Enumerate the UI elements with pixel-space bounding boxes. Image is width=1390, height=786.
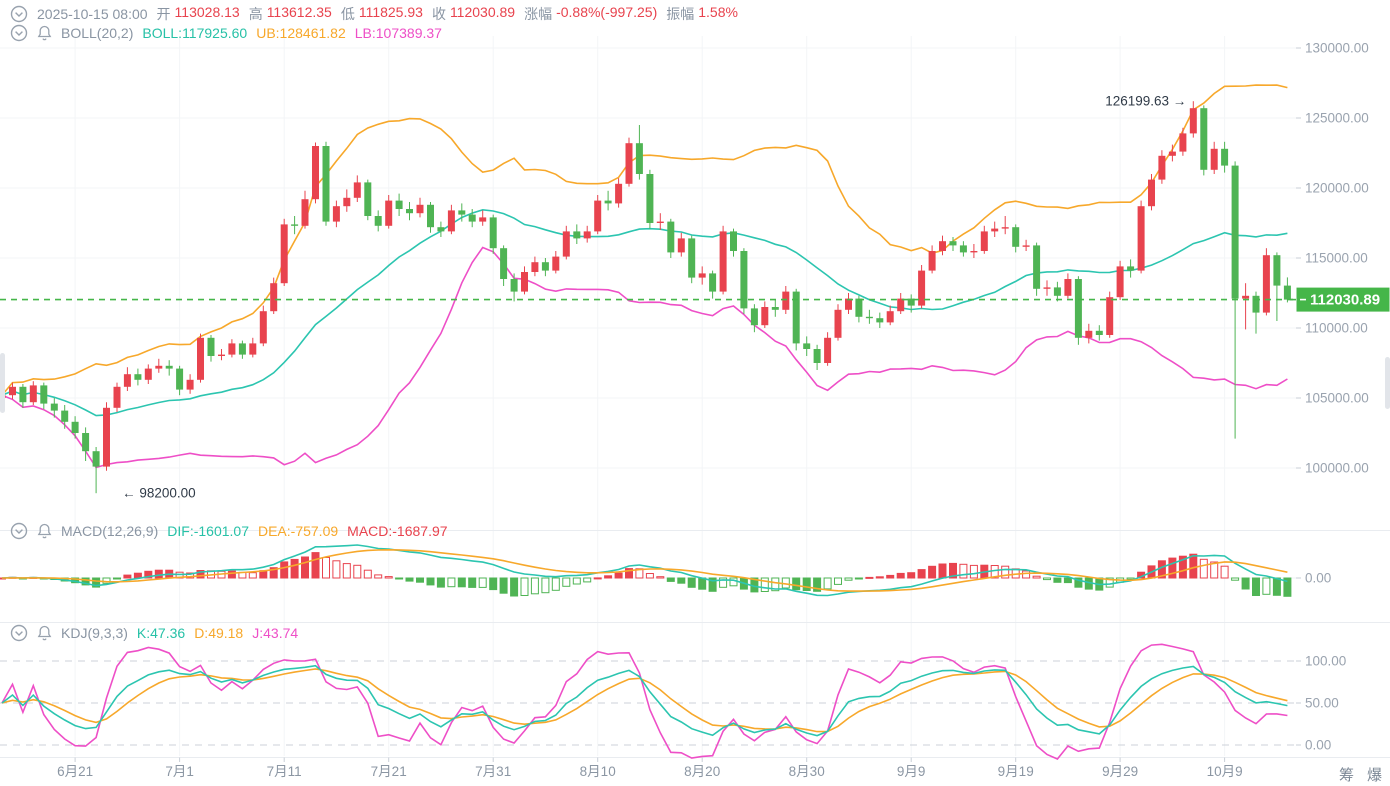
collapse-macd-button[interactable]	[10, 522, 28, 540]
svg-text:9月29: 9月29	[1102, 764, 1138, 779]
svg-text:105000.00: 105000.00	[1305, 391, 1369, 406]
kdj-j-value: J:43.74	[252, 625, 299, 641]
svg-text:100000.00: 100000.00	[1305, 461, 1369, 476]
boll-alert-bell-icon[interactable]	[37, 25, 52, 41]
svg-text:110000.00: 110000.00	[1305, 321, 1368, 336]
svg-text:130000.00: 130000.00	[1305, 41, 1369, 56]
last-price-badge: 112030.89	[1290, 287, 1390, 312]
candle-datetime: 2025-10-15 08:00	[37, 6, 148, 22]
macd-dea-value: DEA:-757.09	[257, 523, 339, 539]
boll-bands-layer	[1, 84, 1288, 469]
svg-text:8月10: 8月10	[580, 764, 616, 779]
svg-text:7月1: 7月1	[165, 764, 194, 779]
chip-distribution-button[interactable]: 筹	[1338, 767, 1354, 784]
macd-dif-value: DIF:-1601.07	[167, 523, 249, 539]
low-field: 低 111825.93	[340, 4, 423, 22]
change-field: 涨幅 -0.88%(-997.25)	[524, 4, 658, 22]
svg-text:112030.89: 112030.89	[1310, 292, 1380, 309]
svg-text:7月21: 7月21	[371, 764, 407, 779]
price-axis: 130000.00 125000.00 120000.00 115000.00 1100…	[1296, 41, 1369, 753]
kdj-k-value: K:47.36	[136, 625, 186, 641]
boll-mid-value: BOLL:117925.60	[142, 25, 248, 41]
boll-ub-value: UB:128461.82	[256, 25, 346, 41]
kdj-d-value: D:49.18	[194, 625, 244, 641]
high-annotation: 126199.63 →	[1105, 94, 1186, 109]
macd-alert-bell-icon[interactable]	[37, 523, 52, 539]
svg-text:125000.00: 125000.00	[1305, 111, 1369, 126]
collapse-main-button[interactable]	[10, 5, 28, 23]
low-annotation: ← 98200.00	[122, 486, 196, 501]
bottom-toolbar: 筹 爆	[1339, 764, 1382, 785]
svg-text:100.00: 100.00	[1305, 654, 1346, 669]
left-scroll-handle[interactable]	[0, 353, 5, 413]
collapse-boll-button[interactable]	[10, 24, 28, 42]
svg-text:7月11: 7月11	[267, 764, 302, 779]
svg-text:0.00: 0.00	[1305, 738, 1331, 753]
candles-layer	[0, 101, 1291, 494]
close-field: 收 112030.89	[431, 4, 516, 22]
svg-text:7月31: 7月31	[475, 764, 511, 779]
svg-text:9月9: 9月9	[897, 764, 926, 779]
macd-indicator-row: MACD(12,26,9) DIF:-1601.07 DEA:-757.09 M…	[10, 522, 448, 540]
svg-text:8月20: 8月20	[684, 764, 720, 779]
right-scroll-handle[interactable]	[1385, 357, 1390, 409]
date-axis: 6月21 7月1 7月11 7月21 7月31 8月10 8月20 8月30 9月9 9月19 9月…	[57, 757, 1243, 779]
boll-lb-value: LB:107389.37	[354, 25, 442, 41]
open-field: 开 113028.13	[156, 4, 240, 22]
kdj-alert-bell-icon[interactable]	[37, 625, 52, 641]
macd-name: MACD(12,26,9)	[61, 523, 159, 539]
kdj-name: KDJ(9,3,3)	[61, 625, 128, 641]
kdj-layer	[1, 643, 1288, 760]
svg-text:8月30: 8月30	[789, 764, 825, 779]
svg-text:6月21: 6月21	[57, 764, 93, 779]
macd-layer	[0, 544, 1292, 597]
high-field: 高 113612.35	[248, 4, 332, 22]
svg-text:115000.00: 115000.00	[1305, 251, 1368, 266]
boll-name: BOLL(20,2)	[61, 25, 134, 41]
svg-text:120000.00: 120000.00	[1305, 181, 1369, 196]
collapse-kdj-button[interactable]	[10, 624, 28, 642]
macd-hist-value: MACD:-1687.97	[347, 523, 448, 539]
liquidation-map-button[interactable]: 爆	[1366, 767, 1382, 784]
kdj-indicator-row: KDJ(9,3,3) K:47.36 D:49.18 J:43.74	[10, 624, 298, 642]
price-summary-row: 2025-10-15 08:00 开 113028.13 高 113612.35 低…	[10, 4, 738, 24]
svg-text:0.00: 0.00	[1305, 571, 1331, 586]
boll-indicator-row: BOLL(20,2) BOLL:117925.60 UB:128461.82 L…	[10, 24, 442, 42]
svg-text:50.00: 50.00	[1305, 696, 1339, 711]
svg-text:10月9: 10月9	[1207, 764, 1243, 779]
svg-text:9月19: 9月19	[998, 764, 1034, 779]
amplitude-field: 振幅 1.58%	[666, 4, 738, 22]
